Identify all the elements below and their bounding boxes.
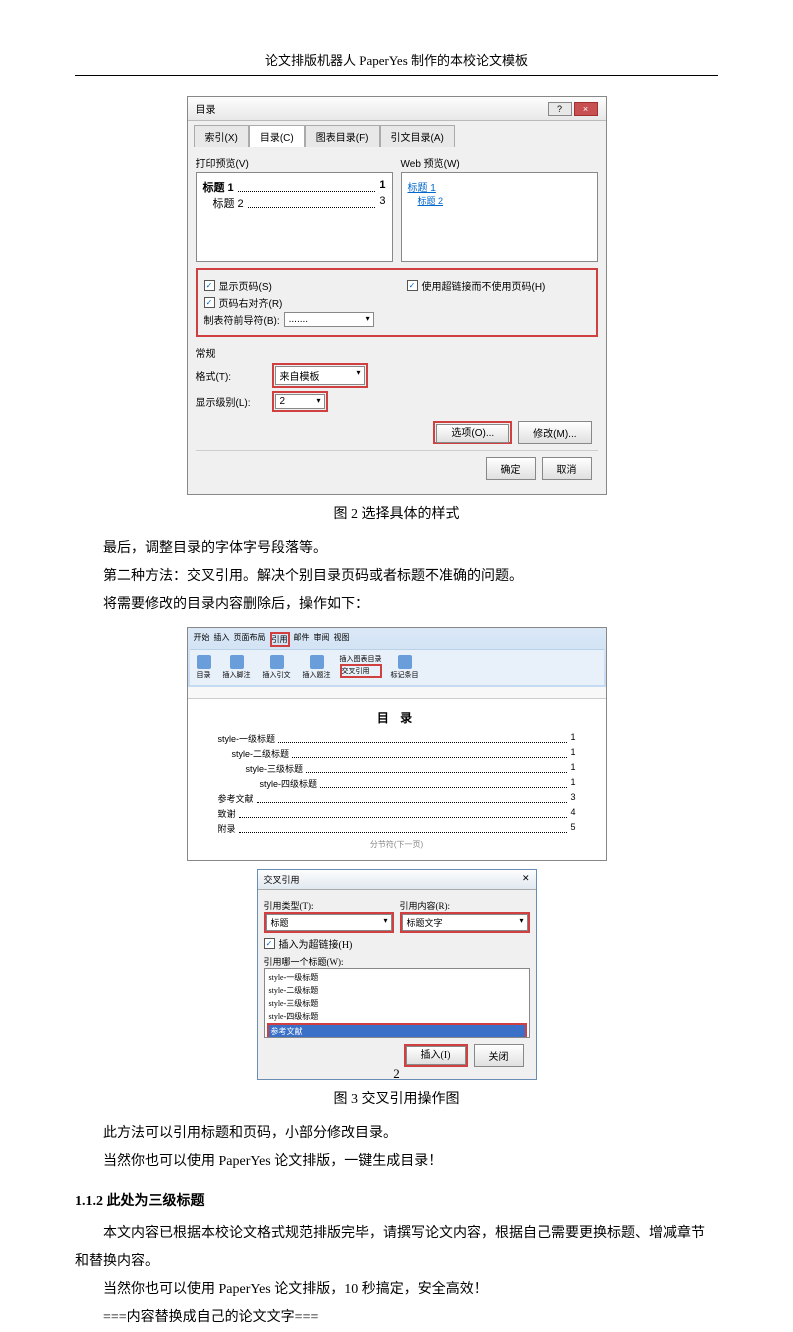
- close-icon[interactable]: ✕: [522, 873, 530, 886]
- ribbon-tab[interactable]: 视图: [334, 632, 350, 647]
- toc-entry: 标题 2: [213, 195, 244, 211]
- close-button[interactable]: 关闭: [474, 1044, 524, 1067]
- tab-index[interactable]: 索引(X): [194, 125, 249, 147]
- web-preview-label: Web 预览(W): [401, 155, 598, 170]
- doc-toc-line: style-三级标题1: [218, 762, 576, 775]
- web-link: 标题 2: [408, 194, 591, 207]
- paragraph: 当然你也可以使用 PaperYes 论文排版，10 秒搞定，安全高效！: [75, 1276, 718, 1304]
- general-label: 常规: [196, 345, 598, 360]
- paragraph: 当然你也可以使用 PaperYes 论文排版，一键生成目录！: [75, 1148, 718, 1176]
- doc-toc-line: style-一级标题1: [218, 732, 576, 745]
- tab-toc[interactable]: 目录(C): [249, 125, 305, 147]
- doc-toc-title: 目 录: [218, 709, 576, 726]
- tab-figures[interactable]: 图表目录(F): [305, 125, 380, 147]
- checkbox-right-align[interactable]: ✓: [204, 297, 215, 308]
- tab-leader-combo[interactable]: .......: [284, 312, 374, 327]
- print-preview-label: 打印预览(V): [196, 155, 393, 170]
- doc-toc-line: 致谢4: [218, 807, 576, 820]
- xref-type-combo[interactable]: 标题: [266, 914, 392, 931]
- ribbon-tab[interactable]: 开始: [194, 632, 210, 647]
- paragraph: 第二种方法：交叉引用。解决个别目录页码或者标题不准确的问题。: [75, 563, 718, 591]
- ribbon-cite-button[interactable]: 插入引文: [260, 654, 294, 681]
- ribbon-tab[interactable]: 页面布局: [234, 632, 266, 647]
- paragraph: 将需要修改的目录内容删除后，操作如下：: [75, 591, 718, 619]
- page-header: 论文排版机器人 PaperYes 制作的本校论文模板: [75, 50, 718, 76]
- help-icon[interactable]: ?: [548, 102, 572, 116]
- xref-list-item[interactable]: style-四级标题: [267, 1010, 527, 1023]
- format-combo[interactable]: 来自模板: [275, 366, 365, 385]
- ribbon-tab[interactable]: 审阅: [314, 632, 330, 647]
- paragraph: ===内容替换成自己的论文文字===: [75, 1304, 718, 1332]
- level-spinner[interactable]: 2: [275, 394, 325, 409]
- figure-toc-dialog: 目录 ? × 索引(X) 目录(C) 图表目录(F) 引文目录(A) 打印预览(…: [75, 96, 718, 495]
- paragraph: 此方法可以引用标题和页码，小部分修改目录。: [75, 1120, 718, 1148]
- ribbon-caption-button[interactable]: 插入题注: [300, 654, 334, 681]
- web-preview-box: 标题 1 标题 2: [401, 172, 598, 262]
- paragraph: 最后，调整目录的字体字号段落等。: [75, 535, 718, 563]
- xref-list-item[interactable]: style-三级标题: [267, 997, 527, 1010]
- doc-toc-line: 附录5: [218, 822, 576, 835]
- ok-button[interactable]: 确定: [486, 457, 536, 480]
- print-preview-box: 标题 11 标题 23: [196, 172, 393, 262]
- ribbon-xref-button[interactable]: 交叉引用: [340, 664, 382, 678]
- cancel-button[interactable]: 取消: [542, 457, 592, 480]
- ribbon-tab-references[interactable]: 引用: [270, 632, 290, 647]
- toc-entry: 标题 1: [203, 179, 234, 195]
- ribbon-footnote-button[interactable]: 插入脚注: [220, 654, 254, 681]
- ribbon-mark-button[interactable]: 标记条目: [388, 654, 422, 681]
- checkbox-hyperlink[interactable]: ✓: [264, 938, 275, 949]
- xref-content-combo[interactable]: 标题文字: [402, 914, 528, 931]
- insert-button[interactable]: 插入(I): [406, 1046, 466, 1065]
- figure3-caption: 图 3 交叉引用操作图: [75, 1088, 718, 1108]
- figure2-caption: 图 2 选择具体的样式: [75, 503, 718, 523]
- xref-title: 交叉引用: [264, 873, 300, 886]
- ribbon-tab[interactable]: 邮件: [294, 632, 310, 647]
- doc-toc-line: style-四级标题1: [218, 777, 576, 790]
- checkbox-hyperlink[interactable]: ✓: [407, 280, 418, 291]
- document-page: 目 录 style-一级标题1 style-二级标题1 style-三级标题1 sty…: [188, 699, 606, 860]
- heading-level-3: 1.1.2 此处为三级标题: [75, 1190, 718, 1210]
- doc-toc-line: 参考文献3: [218, 792, 576, 805]
- checkbox-show-pagenum[interactable]: ✓: [204, 280, 215, 291]
- web-link: 标题 1: [408, 179, 591, 194]
- xref-dialog: 交叉引用 ✕ 引用类型(T): 标题 引用内容(R): 标题文字 ✓插入为超链接…: [257, 869, 537, 1080]
- xref-list-item[interactable]: style-一级标题: [267, 971, 527, 984]
- options-button[interactable]: 选项(O)...: [436, 424, 509, 443]
- page-number: 2: [0, 1066, 793, 1082]
- word-ribbon: 开始 插入 页面布局 引用 邮件 审阅 视图 目录 插入脚注 插入引文 插入题注…: [188, 628, 606, 687]
- ruler: [188, 687, 606, 699]
- close-icon[interactable]: ×: [574, 102, 598, 116]
- figure-word-xref: 开始 插入 页面布局 引用 邮件 审阅 视图 目录 插入脚注 插入引文 插入题注…: [75, 627, 718, 1080]
- dialog-toc: 目录 ? × 索引(X) 目录(C) 图表目录(F) 引文目录(A) 打印预览(…: [187, 96, 607, 495]
- tab-citations[interactable]: 引文目录(A): [380, 125, 455, 147]
- doc-toc-line: style-二级标题1: [218, 747, 576, 760]
- xref-list-item[interactable]: style-二级标题: [267, 984, 527, 997]
- dialog-tabs: 索引(X) 目录(C) 图表目录(F) 引文目录(A): [188, 121, 606, 147]
- ribbon-toc-button[interactable]: 目录: [194, 654, 214, 681]
- paragraph: 本文内容已根据本校论文格式规范排版完毕，请撰写论文内容，根据自己需要更换标题、增…: [75, 1220, 718, 1276]
- xref-list-item[interactable]: 参考文献: [267, 1023, 527, 1038]
- xref-heading-list[interactable]: style-一级标题 style-二级标题 style-三级标题 style-四…: [264, 968, 530, 1038]
- dialog-titlebar: 目录 ? ×: [188, 97, 606, 121]
- ribbon-tab[interactable]: 插入: [214, 632, 230, 647]
- modify-button[interactable]: 修改(M)...: [518, 421, 591, 444]
- dialog-title-text: 目录: [196, 101, 216, 116]
